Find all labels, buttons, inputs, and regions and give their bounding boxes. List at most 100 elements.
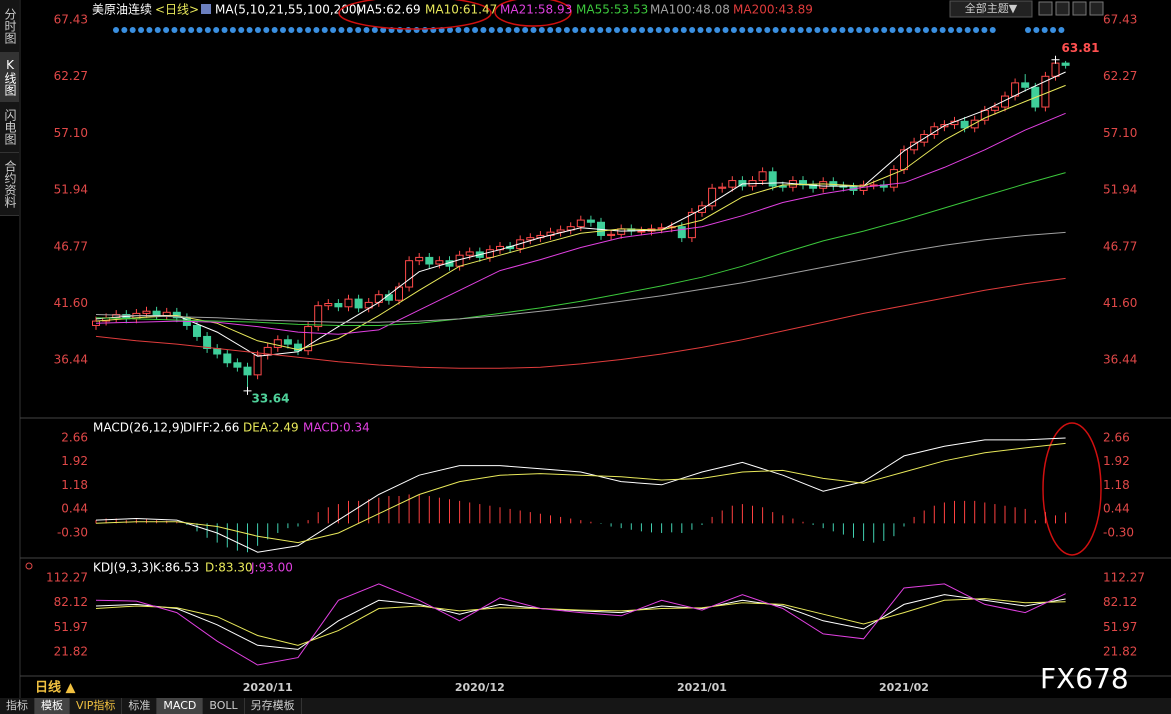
candle-body (930, 126, 939, 135)
event-dot (113, 27, 119, 33)
event-dot (872, 27, 879, 33)
legend-entry: DIFF:2.66 (183, 421, 239, 435)
sidebar-tab[interactable]: 分时图 (0, 0, 19, 53)
y-tick-label: 46.77 (54, 239, 88, 253)
candle-body (687, 211, 696, 239)
event-dot (288, 27, 295, 33)
event-dot (271, 27, 278, 33)
legend-entry: K:86.53 (153, 561, 199, 575)
event-dot (371, 27, 378, 33)
toolbar-tab[interactable]: 另存模板 (245, 698, 302, 714)
candle-body (586, 219, 595, 223)
sidebar-tab[interactable]: 闪电图 (0, 102, 19, 153)
candle-body (314, 305, 323, 328)
event-dot (722, 27, 729, 33)
candle-body (354, 298, 363, 309)
toolbar-tab[interactable]: BOLL (203, 698, 245, 714)
event-dot (1041, 27, 1048, 33)
candle-body (799, 180, 807, 186)
event-dot (146, 27, 153, 33)
event-dot (597, 27, 604, 33)
event-dot (847, 27, 854, 33)
event-dot (755, 27, 762, 33)
legend-entry: MA10:61.47 (425, 3, 497, 17)
candle-body (889, 169, 898, 188)
event-dot (447, 27, 453, 33)
y-tick-label: 67.43 (54, 12, 88, 26)
toolbar-tab[interactable]: VIP指标 (70, 698, 123, 714)
event-dot (981, 27, 988, 33)
event-dot (973, 27, 980, 33)
event-dot (705, 27, 712, 33)
event-dot (864, 27, 871, 33)
y-tick-label: 1.92 (61, 454, 88, 468)
event-dot (513, 27, 520, 33)
highlight-ellipse (338, 0, 492, 30)
sidebar-tab[interactable]: K线图 (0, 53, 19, 102)
x-tick-label: 2021/02 (879, 681, 929, 694)
event-dot (221, 27, 228, 33)
event-dot (580, 27, 587, 33)
event-dot (505, 27, 512, 33)
event-dot (363, 27, 370, 33)
extreme-marker (1051, 55, 1060, 64)
candle-body (778, 185, 787, 188)
watermark: FX678 (1040, 662, 1129, 695)
event-dot (204, 27, 211, 33)
highlight-ellipse (1042, 422, 1102, 556)
candle-body (819, 181, 828, 189)
tool-icon[interactable] (1055, 1, 1070, 16)
y-tick-label: 82.12 (54, 595, 88, 609)
event-dot (563, 27, 570, 33)
candle-body (485, 249, 494, 258)
toolbar-tab[interactable]: 标准 (122, 698, 158, 714)
ma-icon[interactable] (201, 4, 211, 14)
event-dot (472, 27, 479, 33)
tool-icon[interactable] (1089, 1, 1104, 16)
candle-body (243, 366, 252, 376)
event-dot (697, 27, 704, 33)
toolbar: 指标 模板 VIP指标 标准 MACD BOLL 另存模板 (0, 698, 1171, 714)
theme-button[interactable] (949, 0, 1033, 18)
event-dot (522, 27, 529, 33)
event-dot (1025, 27, 1031, 33)
y-tick-label: 62.27 (1103, 69, 1137, 83)
event-dot (338, 27, 345, 33)
kdj-icon[interactable] (25, 562, 33, 570)
candle-body (344, 298, 353, 308)
candle-body (758, 171, 767, 182)
candle-body (193, 324, 201, 337)
toolbar-tab[interactable]: 指标 (0, 698, 35, 714)
candle-body (1061, 62, 1070, 66)
event-dot (188, 27, 195, 33)
event-dot (680, 27, 687, 33)
candle-body (435, 260, 444, 265)
toolbar-tab[interactable]: 模板 (35, 698, 70, 714)
toolbar-tab[interactable]: MACD (157, 698, 204, 714)
event-dot (213, 27, 220, 33)
sidebar-tab[interactable]: 合约资料 (0, 153, 19, 216)
event-dot (881, 27, 888, 33)
event-dot (822, 27, 829, 33)
event-dot (405, 27, 412, 33)
event-dot (789, 27, 796, 33)
y-tick-label: 67.43 (1103, 12, 1137, 26)
tool-icon[interactable] (1038, 1, 1053, 16)
x-tick-label: 2020/11 (243, 681, 293, 694)
period-selector[interactable]: 日线 ▲ (35, 680, 76, 696)
theme-button-label: 全部主题▼ (965, 1, 1018, 15)
y-tick-label: 51.94 (54, 183, 88, 197)
event-dot (380, 27, 387, 33)
tool-icon[interactable] (1072, 1, 1087, 16)
y-tick-label: 1.18 (1103, 478, 1130, 492)
candle-body (1001, 95, 1009, 108)
x-tick-label: 2020/12 (455, 681, 505, 694)
event-dot (614, 27, 620, 33)
event-dot (163, 27, 170, 33)
event-dot (497, 27, 504, 33)
event-dot (931, 27, 938, 33)
event-dot (739, 27, 746, 33)
event-dot (171, 27, 178, 33)
candle-body (142, 310, 151, 314)
